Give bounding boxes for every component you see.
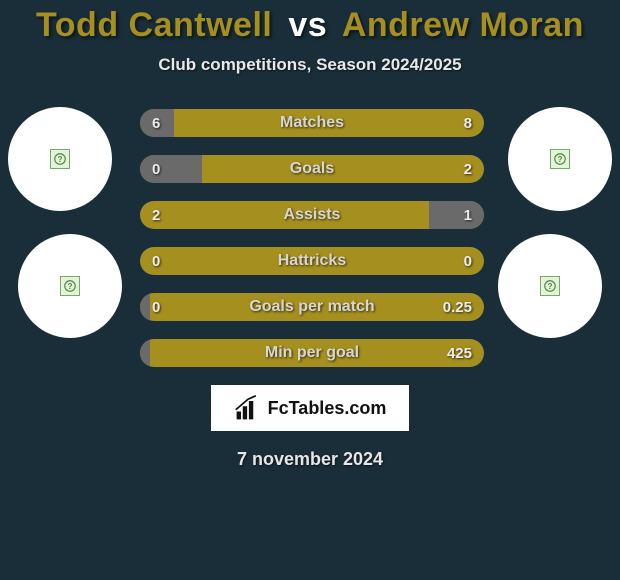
image-placeholder-icon: ? [550, 149, 570, 169]
stat-bars: 68Matches02Goals21Assists00Hattricks00.2… [140, 109, 484, 385]
svg-text:?: ? [548, 282, 553, 291]
stat-bar: 02Goals [140, 155, 484, 183]
svg-text:?: ? [58, 155, 63, 164]
player2-name: Andrew Moran [342, 6, 584, 44]
bar-label: Goals per match [140, 293, 484, 321]
bar-right-value: 0.25 [443, 293, 472, 321]
bar-left-fill [140, 109, 174, 137]
bar-right-fill [429, 201, 484, 229]
player1-name: Todd Cantwell [36, 6, 272, 44]
bar-left-fill [140, 293, 150, 321]
bar-label: Matches [140, 109, 484, 137]
player2-avatar: ? [508, 107, 612, 211]
bar-right-value: 8 [464, 109, 472, 137]
brand-chart-icon [234, 394, 262, 422]
stat-bar: 0 0.25Goals per match [140, 293, 484, 321]
svg-text:?: ? [68, 282, 73, 291]
stat-bar: 425Min per goal [140, 339, 484, 367]
svg-text:?: ? [558, 155, 563, 164]
bar-left-value: 2 [152, 201, 160, 229]
bar-left-value: 0 [152, 247, 160, 275]
club2-avatar: ? [498, 234, 602, 338]
stat-bar: 0 0Hattricks [140, 247, 484, 275]
image-placeholder-icon: ? [50, 149, 70, 169]
club1-avatar: ? [18, 234, 122, 338]
bar-left-value: 0 [152, 293, 160, 321]
subtitle: Club competitions, Season 2024/2025 [0, 55, 620, 75]
image-placeholder-icon: ? [60, 276, 80, 296]
brand-badge: FcTables.com [211, 385, 409, 431]
bar-left-fill [140, 155, 202, 183]
page-title: Todd Cantwell vs Andrew Moran [0, 0, 620, 45]
bar-right-value: 425 [447, 339, 472, 367]
bar-label: Hattricks [140, 247, 484, 275]
stat-bar: 21Assists [140, 201, 484, 229]
player1-avatar: ? [8, 107, 112, 211]
bar-left-fill [140, 339, 150, 367]
bar-label: Min per goal [140, 339, 484, 367]
comparison-panel: ? ? ? ? 68Matches02Goals21Assists00Hattr… [0, 109, 620, 379]
vs-text: vs [288, 6, 327, 44]
brand-text: FcTables.com [268, 398, 387, 419]
date-label: 7 november 2024 [0, 449, 620, 470]
stat-bar: 68Matches [140, 109, 484, 137]
bar-right-value: 0 [464, 247, 472, 275]
image-placeholder-icon: ? [540, 276, 560, 296]
bar-right-value: 2 [464, 155, 472, 183]
